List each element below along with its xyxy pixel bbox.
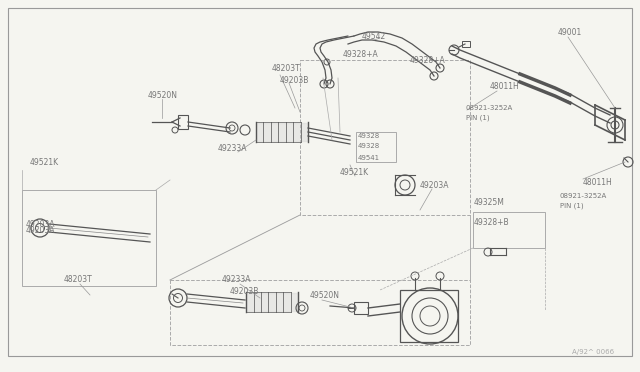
- Text: 08921-3252A: 08921-3252A: [560, 193, 607, 199]
- Bar: [22, 190, 156, 286]
- Text: 49233A: 49233A: [222, 276, 252, 285]
- Text: PIN (1): PIN (1): [560, 203, 584, 209]
- Text: 49328+A: 49328+A: [410, 55, 445, 64]
- Text: 49520N: 49520N: [310, 292, 340, 301]
- Bar: [473, 212, 545, 248]
- Text: 49203A: 49203A: [26, 219, 56, 228]
- Text: 49001: 49001: [558, 28, 582, 36]
- Text: 49203A: 49203A: [420, 180, 449, 189]
- Text: 49203A: 49203A: [26, 225, 56, 234]
- Text: 49521K: 49521K: [30, 157, 59, 167]
- Text: 48011H: 48011H: [583, 177, 612, 186]
- Bar: [354, 302, 368, 314]
- Text: 49521K: 49521K: [340, 167, 369, 176]
- Text: 49328: 49328: [358, 143, 380, 149]
- Text: 49325M: 49325M: [474, 198, 505, 206]
- Text: 48203T: 48203T: [64, 276, 93, 285]
- Text: 49520N: 49520N: [148, 90, 178, 99]
- Text: A/92^ 0066: A/92^ 0066: [572, 349, 614, 355]
- Bar: [400, 290, 458, 342]
- Text: 49541: 49541: [358, 155, 380, 161]
- Text: 49203B: 49203B: [280, 76, 309, 84]
- Bar: [356, 132, 396, 162]
- Bar: [178, 115, 188, 129]
- Text: 49328+B: 49328+B: [474, 218, 509, 227]
- Bar: [170, 280, 470, 345]
- Text: 49233A: 49233A: [218, 144, 248, 153]
- Text: 49542: 49542: [362, 32, 387, 41]
- Text: 48203T: 48203T: [272, 64, 301, 73]
- Bar: [462, 41, 470, 47]
- Text: 49328+A: 49328+A: [343, 49, 379, 58]
- Text: 48011H: 48011H: [490, 81, 520, 90]
- Text: PIN (1): PIN (1): [466, 115, 490, 121]
- Text: 49203B: 49203B: [230, 288, 259, 296]
- Bar: [300, 60, 470, 215]
- Text: 49328: 49328: [358, 133, 380, 139]
- Text: 08921-3252A: 08921-3252A: [466, 105, 513, 111]
